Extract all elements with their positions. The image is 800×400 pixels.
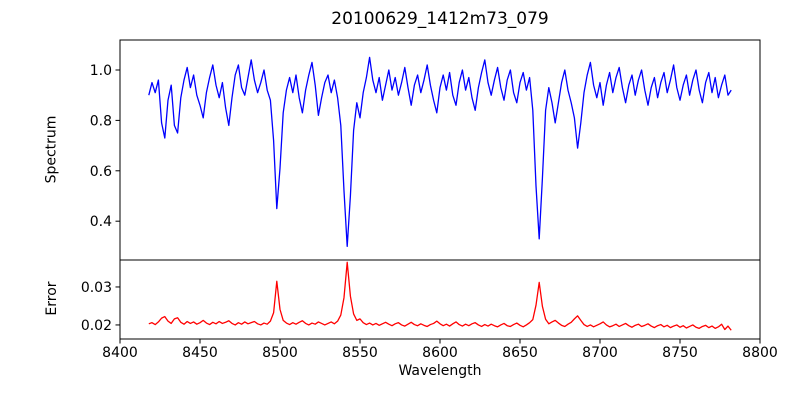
error-y-axis-label: Error <box>44 281 60 316</box>
error-line <box>148 261 732 331</box>
x-tick-label: 8650 <box>502 345 538 361</box>
y-tick-label: 0.8 <box>90 113 112 129</box>
x-tick-label: 8700 <box>582 345 618 361</box>
x-tick-label: 8750 <box>662 345 698 361</box>
y-tick-label: 0.03 <box>81 280 112 296</box>
x-tick-label: 8600 <box>422 345 458 361</box>
x-tick-label: 8800 <box>742 345 778 361</box>
x-tick-label: 8450 <box>182 345 218 361</box>
x-tick-label: 8550 <box>342 345 378 361</box>
y-tick-label: 0.4 <box>90 214 112 230</box>
y-tick-label: 0.02 <box>81 318 112 334</box>
y-tick-label: 0.6 <box>90 164 112 180</box>
x-tick-label: 8400 <box>102 345 138 361</box>
spectrum-y-axis-label: Spectrum <box>43 115 60 184</box>
x-axis-label: Wavelength <box>398 363 482 379</box>
spectrum-line <box>148 56 732 248</box>
error-axes-frame <box>119 259 761 340</box>
chart-title: 20100629_1412m73_079 <box>331 9 549 29</box>
x-tick-label: 8500 <box>262 345 298 361</box>
y-tick-label: 1.0 <box>90 63 112 79</box>
